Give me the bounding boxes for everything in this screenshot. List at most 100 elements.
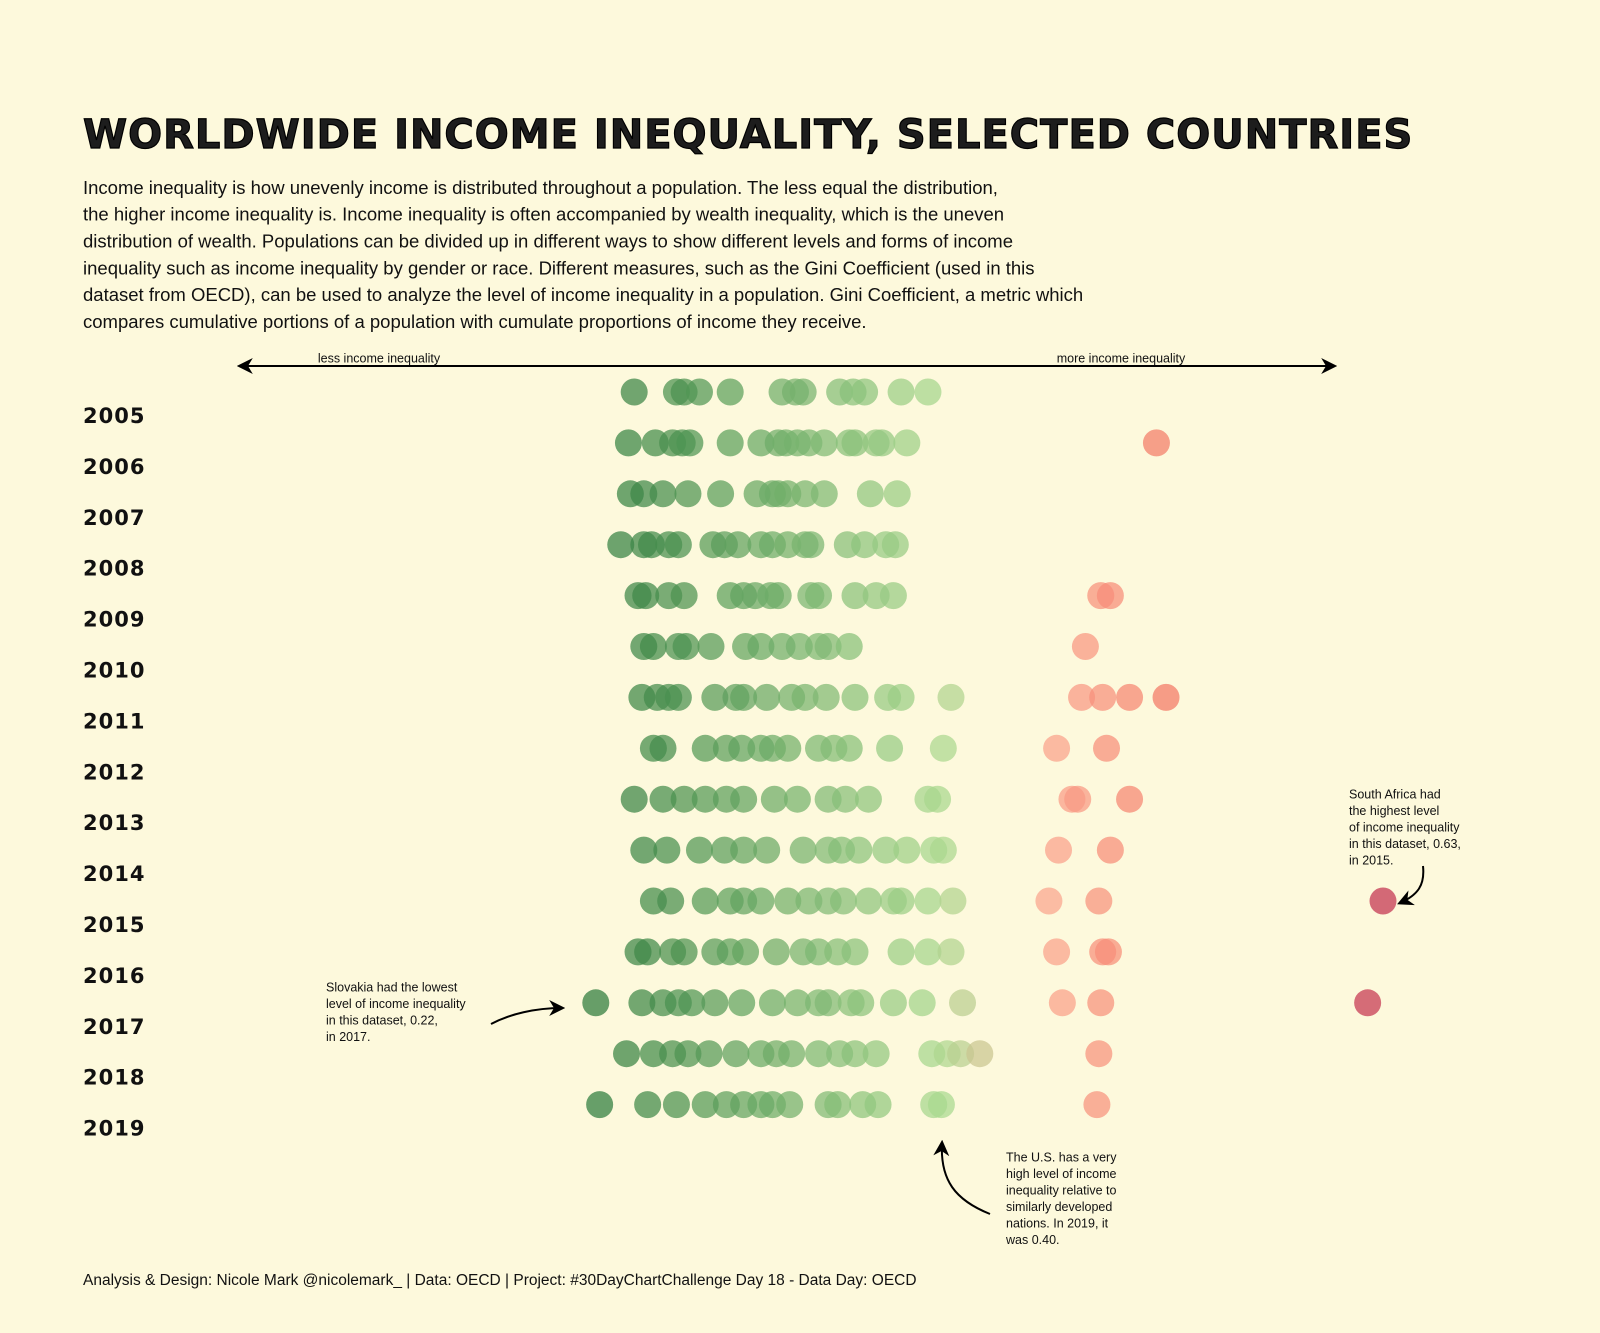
- dot: [862, 1040, 890, 1068]
- dot: [831, 785, 859, 813]
- dot: [856, 480, 884, 508]
- dot: [1085, 887, 1113, 915]
- dot: [914, 887, 942, 915]
- axis-label-right: more income inequality: [1057, 351, 1186, 365]
- annotation-arrow: [933, 1139, 991, 1215]
- annotation: of income inequality: [1349, 820, 1460, 834]
- dot: [747, 633, 775, 660]
- dot: [634, 1091, 662, 1119]
- dot: [829, 887, 857, 915]
- dot: [662, 1091, 690, 1119]
- dot: [847, 989, 875, 1017]
- y-tick-label: 2015: [83, 913, 145, 937]
- dot: [908, 989, 936, 1017]
- dot: [805, 1040, 833, 1068]
- annotation: similarly developed: [1006, 1200, 1112, 1214]
- dot: [778, 1040, 806, 1068]
- dot: [872, 836, 900, 864]
- annotation: in this dataset, 0.22,: [326, 1013, 438, 1027]
- dot: [1043, 938, 1071, 966]
- annotation: South Africa had: [1349, 787, 1441, 801]
- annotation: in 2015.: [1349, 853, 1393, 867]
- dot: [879, 582, 907, 610]
- dot: [664, 683, 692, 711]
- dot: [1142, 429, 1170, 457]
- y-tick-label: 2016: [83, 964, 145, 988]
- dot: [691, 734, 719, 762]
- dot: [887, 938, 915, 966]
- dot: [789, 836, 817, 864]
- dot: [586, 1091, 614, 1119]
- y-tick-label: 2019: [83, 1117, 145, 1141]
- dot: [939, 887, 967, 915]
- dot: [949, 989, 977, 1017]
- dot: [724, 531, 752, 559]
- dot: [707, 480, 735, 508]
- dot: [774, 887, 802, 915]
- dot: [791, 683, 819, 711]
- dot: [1096, 582, 1124, 610]
- dot: [914, 938, 942, 966]
- annotation: in this dataset, 0.63,: [1349, 837, 1461, 851]
- dot: [824, 1091, 852, 1119]
- description: Income inequality is how unevenly income…: [83, 177, 1083, 332]
- dot: [795, 887, 823, 915]
- y-tick-label: 2006: [83, 455, 145, 479]
- dot: [1116, 683, 1144, 711]
- dot: [854, 887, 882, 915]
- dot: [685, 378, 713, 406]
- dot: [783, 989, 811, 1017]
- chart-title: WORLDWIDE INCOME INEQUALITY, SELECTED CO…: [83, 112, 1413, 158]
- dot: [697, 633, 725, 660]
- description-line: Income inequality is how unevenly income…: [83, 177, 998, 198]
- y-tick-label: 2018: [83, 1066, 145, 1090]
- footer: Analysis & Design: Nicole Mark @nicolema…: [83, 1272, 917, 1289]
- dot: [887, 887, 915, 915]
- dot: [728, 989, 756, 1017]
- dot: [639, 1040, 667, 1068]
- y-tick-label: 2008: [83, 557, 145, 581]
- dot: [672, 633, 700, 660]
- y-tick-label: 2012: [83, 760, 145, 784]
- dot: [841, 1040, 869, 1068]
- dot: [670, 938, 698, 966]
- dot: [841, 582, 869, 610]
- dot: [695, 1040, 723, 1068]
- dot: [710, 836, 738, 864]
- dot: [1035, 887, 1063, 915]
- dot: [685, 836, 713, 864]
- dot: [1087, 989, 1115, 1017]
- dot: [722, 1040, 750, 1068]
- annotation-arrow: [1397, 865, 1425, 906]
- dot: [613, 1040, 641, 1068]
- dot: [730, 785, 758, 813]
- annotation: The U.S. has a very: [1006, 1150, 1117, 1164]
- dot: [1071, 633, 1099, 660]
- dot: [670, 785, 698, 813]
- dot: [701, 989, 729, 1017]
- dot: [1096, 836, 1124, 864]
- dot: [607, 531, 635, 559]
- dot: [678, 989, 706, 1017]
- annotation: high level of income: [1006, 1167, 1117, 1181]
- dot: [1093, 734, 1121, 762]
- dot: [760, 785, 788, 813]
- dot: [632, 582, 660, 610]
- dot: [814, 633, 842, 660]
- dot: [845, 836, 873, 864]
- dot: [649, 734, 677, 762]
- dot: [805, 582, 833, 610]
- dot: [701, 683, 729, 711]
- y-tick-label: 2013: [83, 811, 145, 835]
- dot: [753, 836, 781, 864]
- annotation: inequality relative to: [1006, 1183, 1117, 1197]
- dot: [691, 785, 719, 813]
- dot: [893, 836, 921, 864]
- dot: [1116, 785, 1144, 813]
- dot: [764, 582, 792, 610]
- dot: [864, 1091, 892, 1119]
- dot: [785, 633, 813, 660]
- dot: [649, 480, 677, 508]
- annotation: was 0.40.: [1005, 1233, 1060, 1247]
